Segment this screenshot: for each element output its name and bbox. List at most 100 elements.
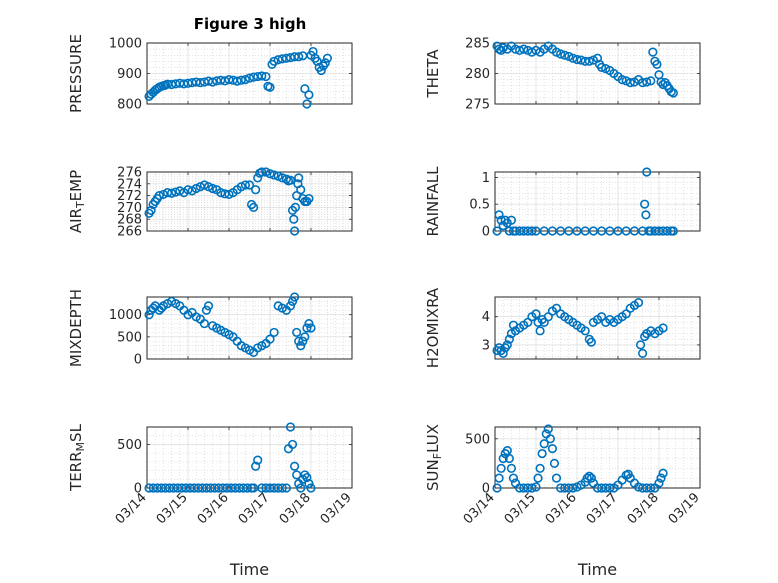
data-point [294,52,304,62]
y-axis-label: THETA [424,49,442,99]
axes-box [146,171,353,232]
y-tick-label: 500 [465,432,490,447]
data-point [496,463,506,473]
data-point [551,473,562,483]
data-point [652,59,662,69]
data-point [249,202,259,212]
data-point [656,473,666,483]
data-point [635,340,646,350]
data-point [584,471,594,481]
y-axis-label: RAINFALL [424,166,442,237]
data-point [531,309,541,319]
plot-area [495,172,700,231]
y-tick-label: 0 [482,482,490,497]
data-point [668,88,678,98]
data-point [281,483,292,493]
data-point [582,473,592,483]
data-point [506,215,517,225]
data-point [531,482,541,492]
data-point [257,167,267,177]
data-point [322,53,333,63]
data-point [498,43,508,53]
data-point [273,55,283,65]
data-point [535,463,545,473]
data-point [304,193,314,204]
y-tick-label: 0 [134,353,142,368]
data-point [285,422,296,432]
data-point [144,310,154,320]
data-point [568,53,578,63]
data-point [224,74,234,85]
series-markers [144,292,316,357]
data-point [265,82,275,92]
data-point [637,78,648,88]
data-point [201,305,212,315]
panel-top-left: 800 900 1000 PRESSURE [67,34,353,113]
y-tick-label: 266 [117,225,142,240]
data-point [527,226,537,236]
x-axis-label: Time [577,560,617,579]
y-tick-label: 275 [465,98,490,113]
y-axis-label: AIRTEMP [67,170,87,233]
plot-area [147,427,352,488]
series-markers [144,46,333,109]
data-point [592,53,603,63]
y-tick-label: 800 [117,98,142,113]
y-tick-label: 1000 [109,308,142,323]
data-point [285,301,296,311]
data-point [545,434,555,444]
data-point [605,483,615,493]
data-point [519,44,529,54]
data-point [199,318,209,329]
y-axis-label: TERRMSL [67,423,87,492]
data-point [646,76,656,86]
data-point [654,478,664,488]
panel-lower-left: 0 500 1000 MIXDEPTH [67,289,353,368]
data-point [298,336,308,346]
panel-middle-right: 0 0.5 1 RAINFALL [424,166,701,240]
data-point [287,439,298,450]
data-point [492,226,502,236]
data-point [498,348,508,358]
data-point [508,473,519,483]
y-tick-label: 285 [465,37,490,52]
data-point [265,169,275,179]
data-point [261,71,271,82]
data-point [294,173,304,183]
axes-box [494,296,701,360]
data-point [265,334,275,344]
data-point [302,472,312,483]
data-point [244,73,255,83]
data-point [637,348,648,358]
y-tick-label: 272 [117,189,142,204]
y-tick-label: 500 [117,438,142,453]
y-axis-label: SUNFLUX [424,424,444,491]
y-axis-label: PRESSURE [67,34,85,113]
data-point [156,303,166,313]
data-point [244,180,255,190]
y-tick-label: 500 [117,330,142,345]
y-tick-label: 276 [117,166,142,181]
data-point [506,463,517,473]
data-point [251,185,261,195]
data-point [658,323,668,333]
data-point [290,461,300,471]
data-point [300,470,310,480]
data-point [658,468,668,478]
data-point [580,326,590,336]
panel-top-right: 275 280 285 THETA [424,37,701,113]
series-markers [492,298,668,358]
data-point [549,458,560,469]
data-point [640,199,650,209]
data-point [296,341,306,351]
y-tick-label: 0.5 [469,198,490,213]
data-point [633,298,644,308]
data-point [208,77,218,87]
data-point [296,483,306,493]
data-point [662,226,672,236]
y-axis-label: H2OMIXRA [424,287,442,368]
data-point [236,75,246,85]
